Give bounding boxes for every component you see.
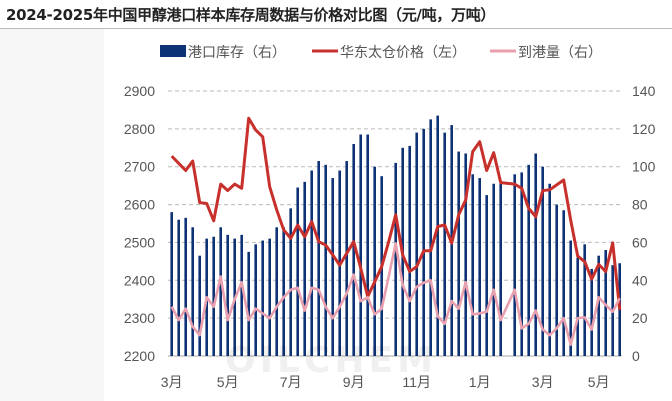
inventory-bar bbox=[303, 181, 306, 356]
inventory-bar bbox=[177, 219, 180, 356]
inventory-bar bbox=[443, 132, 446, 356]
inventory-bar bbox=[471, 174, 474, 356]
inventory-bar bbox=[331, 178, 334, 356]
inventory-bar bbox=[373, 166, 376, 356]
legend-label: 港口库存（右） bbox=[188, 45, 286, 61]
inventory-bar bbox=[513, 174, 516, 356]
inventory-bar bbox=[541, 166, 544, 356]
inventory-bar bbox=[247, 251, 250, 356]
legend-label: 到港量（右） bbox=[518, 45, 602, 61]
inventory-bar bbox=[597, 255, 600, 356]
inventory-bar bbox=[345, 161, 348, 356]
inventory-bar bbox=[408, 145, 411, 356]
inventory-bar bbox=[415, 132, 418, 356]
inventory-bar bbox=[170, 212, 173, 356]
right-axis-tick: 140 bbox=[632, 83, 656, 99]
x-axis-tick: 5月 bbox=[588, 374, 610, 390]
x-axis-tick: 9月 bbox=[343, 374, 365, 390]
left-axis-tick: 2200 bbox=[124, 348, 155, 364]
inventory-bar bbox=[562, 210, 565, 356]
inventory-bar bbox=[527, 164, 530, 356]
inventory-bar bbox=[275, 227, 278, 356]
inventory-bar bbox=[520, 172, 523, 356]
x-axis-tick: 7月 bbox=[280, 374, 302, 390]
x-axis-tick: 5月 bbox=[217, 374, 239, 390]
inventory-bar bbox=[366, 134, 369, 356]
inventory-bar bbox=[324, 164, 327, 356]
x-axis-tick: 11月 bbox=[402, 374, 431, 390]
chart-title: 2024-2025年中国甲醇港口样本库存周数据与价格对比图（元/吨，万吨） bbox=[6, 6, 496, 24]
inventory-bar bbox=[310, 170, 313, 356]
left-axis-tick: 2500 bbox=[124, 234, 155, 250]
x-axis-tick: 1月 bbox=[469, 374, 491, 390]
inventory-bar bbox=[576, 257, 579, 356]
inventory-bar bbox=[289, 208, 292, 356]
inventory-bar bbox=[478, 178, 481, 356]
inventory-bar bbox=[548, 183, 551, 356]
inventory-bar bbox=[226, 234, 229, 356]
title-divider bbox=[0, 28, 672, 29]
right-axis-tick: 60 bbox=[632, 234, 648, 250]
inventory-bar bbox=[219, 227, 222, 356]
inventory-bar bbox=[422, 128, 425, 356]
inventory-bar bbox=[457, 151, 460, 356]
inventory-bar bbox=[583, 244, 586, 356]
inventory-bar bbox=[499, 183, 502, 356]
inventory-bar bbox=[590, 268, 593, 356]
inventory-bar bbox=[261, 240, 264, 356]
inventory-bar bbox=[534, 153, 537, 356]
inventory-bar bbox=[212, 236, 215, 356]
right-axis-tick: 100 bbox=[632, 159, 656, 175]
inventory-bar bbox=[184, 217, 187, 356]
right-axis-tick: 80 bbox=[632, 197, 648, 213]
right-axis-tick: 40 bbox=[632, 272, 648, 288]
inventory-bar bbox=[352, 144, 355, 356]
inventory-bar bbox=[254, 244, 257, 356]
right-axis-tick: 0 bbox=[632, 348, 640, 364]
inventory-bar bbox=[191, 227, 194, 356]
inventory-bar bbox=[296, 187, 299, 356]
inventory-bar bbox=[268, 238, 271, 356]
arrivals-line bbox=[170, 242, 621, 346]
right-axis-tick: 20 bbox=[632, 310, 648, 326]
inventory-bar bbox=[429, 119, 432, 357]
inventory-bar bbox=[240, 234, 243, 356]
inventory-bar bbox=[359, 134, 362, 356]
inventory-bar bbox=[282, 227, 285, 356]
x-axis-tick: 3月 bbox=[532, 374, 554, 390]
x-axis-tick: 3月 bbox=[161, 374, 183, 390]
legend-swatch-inventory bbox=[160, 45, 186, 57]
inventory-bar bbox=[394, 162, 397, 356]
left-panel bbox=[0, 29, 104, 401]
left-axis-tick: 2900 bbox=[124, 83, 155, 99]
inventory-bar bbox=[485, 195, 488, 356]
inventory-bar bbox=[317, 161, 320, 356]
left-axis-tick: 2600 bbox=[124, 197, 155, 213]
left-axis-tick: 2300 bbox=[124, 310, 155, 326]
left-axis-tick: 2400 bbox=[124, 272, 155, 288]
inventory-bar bbox=[464, 153, 467, 356]
right-axis-tick: 120 bbox=[632, 121, 656, 137]
legend-label: 华东太仓价格（左） bbox=[340, 45, 466, 61]
inventory-bar bbox=[492, 183, 495, 356]
inventory-bar bbox=[555, 204, 558, 356]
price-line bbox=[170, 116, 622, 310]
left-axis-tick: 2700 bbox=[124, 159, 155, 175]
legend: 港口库存（右） 华东太仓价格（左） 到港量（右） bbox=[160, 45, 602, 61]
left-axis-tick: 2800 bbox=[124, 121, 155, 137]
inventory-bar bbox=[198, 255, 201, 356]
inventory-bar bbox=[436, 115, 439, 356]
inventory-bar bbox=[569, 240, 572, 356]
watermark-logo: OILCHEM bbox=[225, 340, 437, 381]
